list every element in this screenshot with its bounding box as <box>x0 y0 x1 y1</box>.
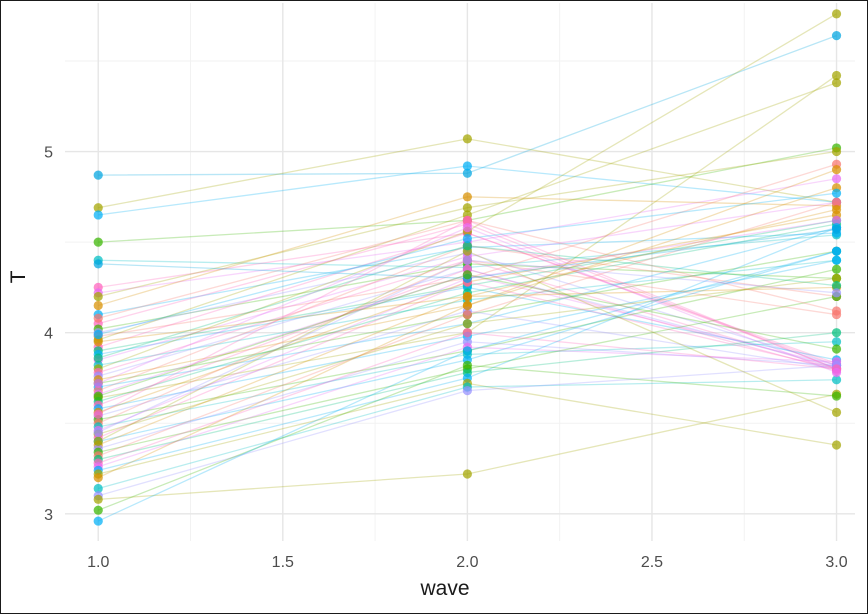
data-point <box>93 494 103 504</box>
data-point <box>831 255 842 265</box>
data-point <box>93 378 103 389</box>
data-point <box>93 300 103 311</box>
data-point <box>831 344 842 354</box>
data-point <box>831 165 842 175</box>
x-tick-label: 2.0 <box>456 554 478 571</box>
data-point <box>462 241 472 251</box>
data-point <box>462 386 472 396</box>
data-point <box>93 237 103 247</box>
data-point <box>831 70 842 81</box>
y-axis-title: T <box>7 270 30 283</box>
data-point <box>831 31 842 41</box>
x-tick-label: 2.5 <box>641 554 663 571</box>
data-point <box>93 427 103 437</box>
series-points <box>93 9 842 526</box>
data-point <box>93 505 103 515</box>
data-point <box>831 337 842 347</box>
data-point <box>462 328 472 338</box>
y-tick-labels: 3 4 5 <box>44 145 53 524</box>
data-point <box>93 210 103 220</box>
data-point <box>462 134 472 144</box>
data-point <box>462 300 472 311</box>
data-point <box>831 224 842 235</box>
y-tick-label: 4 <box>44 326 53 343</box>
data-point <box>462 291 472 302</box>
data-point <box>831 328 842 338</box>
data-point <box>831 391 842 401</box>
data-point <box>462 309 472 320</box>
data-point <box>831 280 842 291</box>
data-point <box>831 197 842 207</box>
data-point <box>831 188 842 198</box>
y-tick-label: 5 <box>44 145 53 162</box>
data-point <box>831 375 842 385</box>
data-point <box>93 472 103 483</box>
data-point <box>831 367 842 378</box>
y-tick-label: 3 <box>44 507 53 524</box>
data-point <box>831 204 842 215</box>
data-point <box>462 233 472 244</box>
grid-minor <box>65 3 855 541</box>
data-point <box>93 313 103 323</box>
data-point <box>93 483 103 494</box>
data-point <box>93 337 103 347</box>
data-point <box>462 223 472 233</box>
data-point <box>462 469 472 479</box>
data-point <box>462 255 472 265</box>
data-point <box>93 259 103 269</box>
x-tick-label: 1.0 <box>87 554 109 571</box>
data-point <box>93 170 103 180</box>
data-point <box>831 215 842 225</box>
x-axis-title: wave <box>419 577 469 600</box>
data-point <box>462 192 472 202</box>
data-point <box>831 440 842 450</box>
data-point <box>831 246 842 256</box>
data-point <box>93 516 103 526</box>
data-point <box>93 353 103 363</box>
data-point <box>93 391 103 401</box>
data-point <box>462 215 472 225</box>
data-point <box>462 346 472 356</box>
data-point <box>462 319 472 329</box>
x-tick-label: 1.5 <box>272 554 294 571</box>
data-point <box>93 436 103 446</box>
data-point <box>831 306 842 316</box>
data-point <box>462 161 472 171</box>
x-tick-labels: 1.0 1.5 2.0 2.5 3.0 <box>87 554 848 571</box>
data-point <box>831 273 842 283</box>
data-point <box>462 270 472 280</box>
data-point <box>831 288 842 298</box>
data-point <box>93 291 103 302</box>
data-point <box>93 409 103 419</box>
data-point <box>93 203 103 213</box>
data-point <box>831 174 842 184</box>
data-point <box>831 407 842 417</box>
data-point <box>831 9 842 19</box>
grid-major <box>65 3 855 541</box>
data-point <box>831 78 842 88</box>
x-tick-label: 3.0 <box>825 554 847 571</box>
data-point <box>462 203 472 213</box>
data-point <box>93 329 103 340</box>
data-point <box>462 168 472 178</box>
data-point <box>831 146 842 157</box>
data-point <box>462 360 472 370</box>
data-point <box>831 264 842 274</box>
